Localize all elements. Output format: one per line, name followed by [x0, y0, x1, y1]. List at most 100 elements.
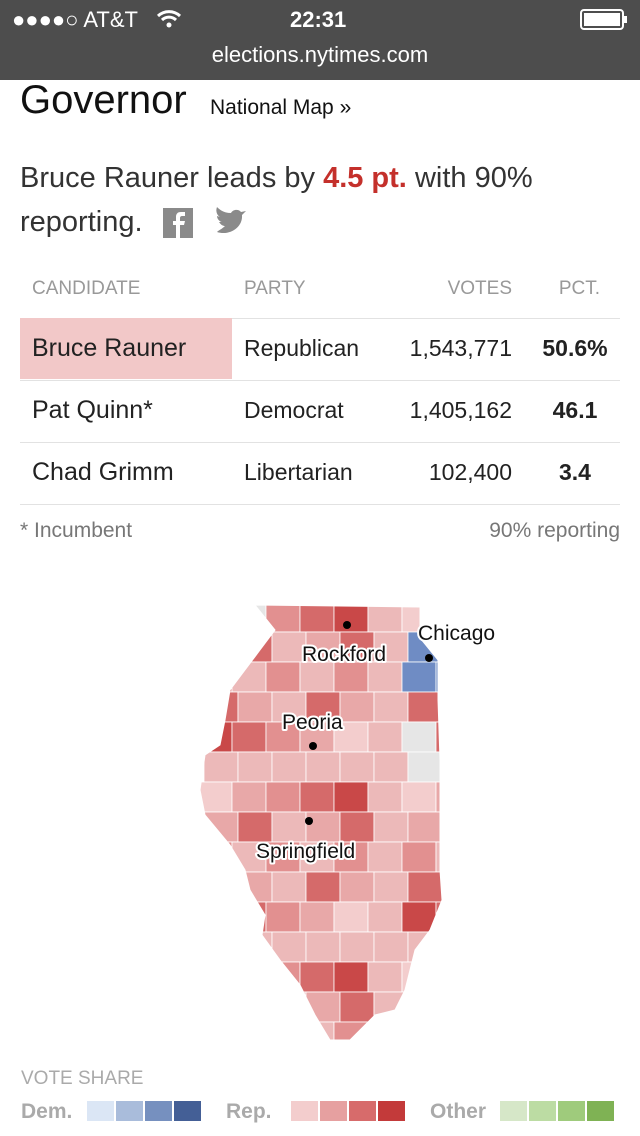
county: [367, 1021, 403, 1040]
county: [265, 781, 301, 813]
county: [265, 605, 301, 633]
county: [305, 691, 341, 723]
county: [407, 751, 442, 783]
county: [200, 841, 233, 873]
party: Democrat: [244, 397, 344, 423]
county: [203, 931, 239, 963]
county: [374, 1052, 408, 1060]
county: [367, 721, 403, 753]
column-header: CANDIDATE: [32, 278, 141, 299]
county: [271, 871, 307, 903]
county: [299, 1021, 335, 1040]
county: [401, 781, 437, 813]
share-icons: [162, 207, 246, 239]
carrier: ●●●●○ AT&T: [12, 7, 138, 32]
county: [200, 721, 233, 753]
county: [373, 631, 409, 663]
county: [299, 781, 335, 813]
county: [408, 1052, 442, 1060]
county: [435, 661, 442, 693]
county: [237, 631, 273, 663]
county: [265, 901, 301, 933]
county: [265, 961, 301, 993]
county: [237, 691, 273, 723]
city-label: Rockford: [302, 643, 386, 666]
legend-label: Dem.: [21, 1100, 73, 1123]
county: [339, 931, 375, 963]
percent: 3.4: [559, 459, 591, 485]
legend-swatch: [174, 1101, 201, 1121]
county: [203, 691, 239, 723]
county: [299, 605, 335, 633]
legend-swatch: [529, 1101, 556, 1121]
county: [200, 961, 233, 993]
county: [407, 811, 442, 843]
candidate: Bruce Rauner: [20, 318, 232, 379]
county: [231, 605, 267, 633]
county: [333, 661, 369, 693]
county: [200, 661, 233, 693]
national-map-link[interactable]: National Map »: [210, 96, 352, 119]
county: [271, 751, 307, 783]
summary-text: Bruce Rauner leads by: [20, 162, 315, 194]
county: [204, 1052, 238, 1060]
votes: 1,543,771: [409, 335, 512, 361]
county: [200, 605, 233, 633]
column-header: PARTY: [244, 278, 306, 299]
county: [442, 1052, 476, 1060]
county: [435, 1021, 442, 1040]
county: [231, 721, 267, 753]
url[interactable]: elections.nytimes.com: [211, 42, 429, 67]
county: [340, 1052, 374, 1060]
county: [367, 781, 403, 813]
legend-swatch: [500, 1101, 527, 1121]
county: [200, 1021, 233, 1040]
legend-label: Rep.: [226, 1100, 272, 1123]
candidate: Chad Grimm: [32, 458, 174, 486]
county: [441, 751, 442, 783]
county: [333, 841, 369, 873]
county: [203, 751, 239, 783]
votes: 102,400: [428, 459, 512, 485]
county: [333, 605, 369, 633]
county: [339, 811, 375, 843]
battery-icon: [580, 9, 627, 30]
county: [435, 841, 442, 873]
county: [231, 901, 267, 933]
county: [299, 841, 335, 873]
clock: 22:31: [290, 7, 347, 32]
city-dot: [343, 621, 351, 629]
county: [441, 991, 442, 1023]
county: [367, 661, 403, 693]
table-rule: [20, 318, 620, 319]
county: [203, 631, 239, 663]
county: [305, 631, 341, 663]
city-dot: [425, 654, 433, 662]
county: [237, 931, 273, 963]
county: [367, 841, 403, 873]
county: [373, 691, 409, 723]
county: [272, 1052, 306, 1060]
column-header: PCT.: [558, 278, 600, 299]
county: [333, 901, 369, 933]
county: [373, 871, 409, 903]
county: [237, 811, 273, 843]
table-row: Pat Quinn* Democrat 1,405,162 46.1: [20, 380, 620, 443]
county: [203, 811, 239, 843]
summary-text: with 90% reporting.: [20, 162, 533, 238]
county: [231, 1021, 267, 1040]
county: [435, 901, 442, 933]
legend-swatch: [558, 1101, 585, 1121]
county: [373, 931, 409, 963]
table-row: Chad Grimm Libertarian 102,400 3.4: [20, 442, 620, 505]
twitter-icon[interactable]: [215, 207, 246, 234]
legend-title: VOTE SHARE: [21, 1068, 144, 1089]
legend-swatch: [145, 1101, 172, 1121]
county: [333, 961, 369, 993]
county: [265, 1021, 301, 1040]
county: [305, 931, 341, 963]
county: [339, 991, 375, 1023]
county: [367, 961, 403, 993]
